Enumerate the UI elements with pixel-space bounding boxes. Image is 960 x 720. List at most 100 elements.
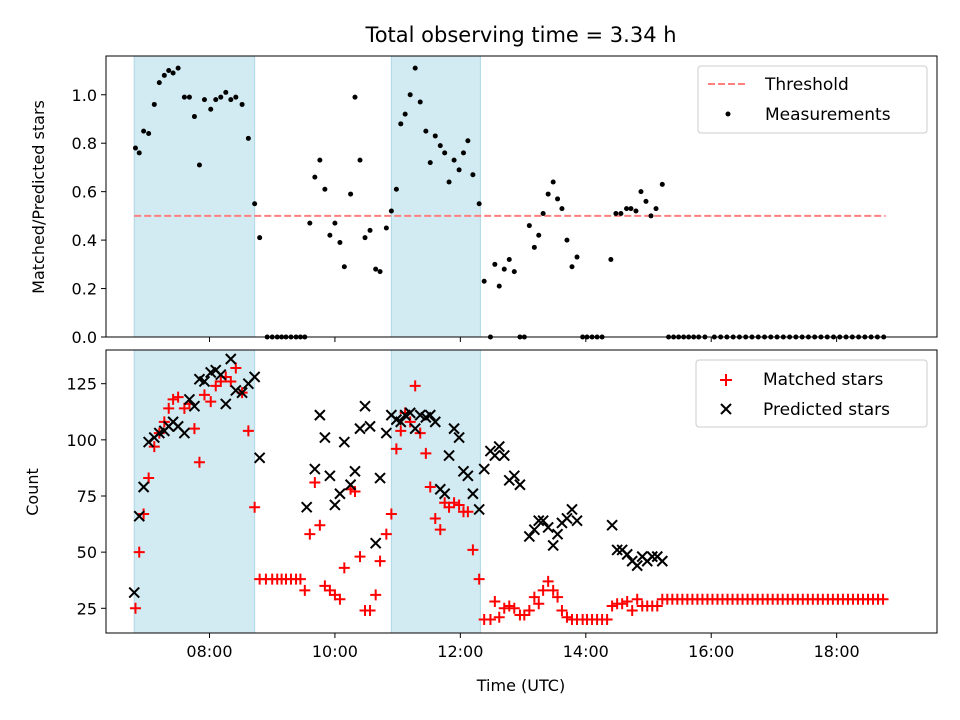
bottom-y-ticks: 25 50 75 100 125 [66,375,106,618]
measurement-point [233,94,239,100]
measurement-point [156,80,162,86]
matched-star-point [309,477,321,489]
measurement-point [659,181,665,187]
measurement-point [181,94,187,100]
matched-star-point [230,362,242,374]
measurement-point [402,111,408,117]
matched-star-point [148,441,160,453]
predicted-star-point [248,371,261,383]
predicted-star-point [369,537,382,549]
measurement-point [618,210,624,216]
matched-star-point [542,575,554,587]
measurement-point [141,128,147,134]
measurement-point [643,198,649,204]
matched-star-point [448,497,460,509]
x-tick-label: 08:00 [186,642,232,661]
predicted-star-point [137,481,150,493]
predicted-star-point [198,375,211,388]
measurement-point [460,150,466,156]
measurement-point [196,162,202,168]
matched-star-point [385,508,397,520]
top-shaded-intervals [133,55,481,338]
legend-measurements-swatch [725,111,731,117]
predicted-star-point [329,499,341,511]
predicted-star-point [404,407,416,419]
x-tick-label: 12:00 [437,642,483,661]
measurement-point [432,133,438,139]
matched-star-point [242,425,254,437]
predicted-star-point [324,470,336,482]
predicted-star-point [631,559,643,572]
measurement-point [526,223,532,229]
measurement-point [511,269,517,275]
measurement-point [228,97,234,103]
predicted-star-point [533,514,545,527]
measurement-point [367,227,373,233]
predicted-star-point [493,440,505,453]
matched-star-point [547,584,559,596]
top-y-tick-label: 0.2 [72,280,97,299]
measurement-point [136,150,142,156]
predicted-star-point [473,503,485,516]
measurement-point [555,196,561,202]
matched-star-point [380,528,392,540]
predicted-star-point [606,519,618,531]
predicted-star-point [183,393,196,406]
top-y-tick-label: 1.0 [72,86,97,105]
measurement-point [628,206,634,212]
bottom-y-axis-label: Count [23,468,42,516]
legend-threshold-label: Threshold [764,75,849,95]
matched-star-point [143,472,155,484]
measurement-point [648,213,654,219]
matched-star-point [193,456,205,468]
matched-star-point [561,611,573,623]
predicted-star-point [354,422,366,435]
predicted-star-point [478,463,490,475]
measurement-point [245,135,251,141]
predicted-star-point [429,416,441,428]
measurement-point [348,191,354,197]
measurement-point [201,97,207,103]
predicted-star-point [380,427,393,439]
matched-star-point [528,591,540,603]
measurement-point [446,179,452,185]
predicted-star-point [537,514,549,527]
predicted-star-point [508,470,520,482]
measurement-point [239,101,245,107]
measurement-point [442,150,448,156]
measurement-point [559,206,565,212]
x-axis-label: Time (UTC) [476,676,565,695]
predicted-star-point [514,479,526,491]
matched-star-point [626,605,638,617]
top-y-tick-label: 0.8 [72,134,97,153]
measurement-point [388,208,394,214]
measurement-point [362,235,368,241]
bottom-y-tick-label: 75 [77,487,97,506]
matched-star-point [167,393,179,405]
measurement-point [501,266,507,272]
predicted-star-point [230,384,242,397]
measurement-point [307,220,313,226]
bottom-shaded-intervals [133,349,481,634]
measurement-point [175,65,181,71]
measurement-point [357,157,363,163]
predicted-star-point [566,503,578,516]
predicted-star-point [178,427,191,439]
predicted-star-point [467,488,479,500]
measurement-point [166,68,172,74]
matched-star-point [434,524,446,536]
predicted-star-point [236,386,248,399]
measurement-point [132,145,138,151]
matched-stars-series [129,362,889,626]
measurement-point [322,186,328,192]
measurement-point [638,189,644,195]
predicted-star-point [547,539,559,552]
matched-star-point [188,423,200,435]
measurement-point [476,201,482,207]
predicted-star-point [409,422,421,435]
predicted-star-point [344,479,357,491]
legend-matched-swatch [720,374,732,386]
matched-star-point [453,499,465,511]
shaded-interval-1 [133,349,256,634]
